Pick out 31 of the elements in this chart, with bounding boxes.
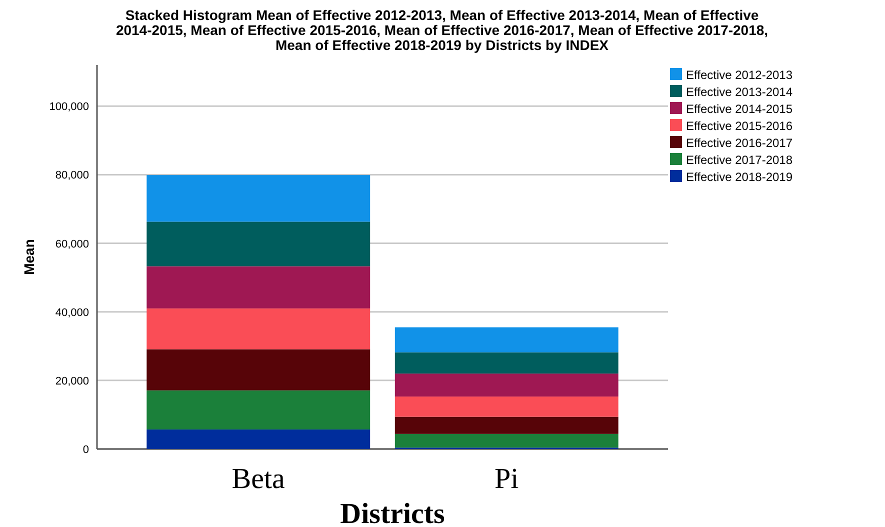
y-tick-label: 100,000 [49,101,89,114]
y-tick-label: 40,000 [55,306,89,319]
y-axis-title: Mean [21,239,37,275]
legend-label: Effective 2015-2016 [686,119,793,133]
bar [146,175,370,222]
legend-label: Effective 2014-2015 [686,102,793,116]
bar [146,308,370,350]
bar [394,327,618,352]
legend-label: Effective 2016-2017 [686,136,793,150]
bar [146,349,370,390]
bar [146,222,370,266]
legend-label: Effective 2017-2018 [686,153,793,167]
bar [394,374,618,397]
y-tick-label: 20,000 [55,375,89,388]
y-tick-label: 80,000 [55,170,89,182]
bar [394,416,618,434]
legend-label: Effective 2018-2019 [686,170,793,184]
x-axis-title: Districts [340,498,445,527]
chart-title: Stacked Histogram Mean of Effective 2012-2013, Mean of Effective 2013-2014, Mean of Effective 2014-2015, Mean of Effective 2015-2016, Mean of Effective 2016-2017, Mean of Effective 2017-2018, Mean of Effective 2018-2019 by Districts by INDEX [116,7,768,53]
x-tick-label: Pi [494,463,519,495]
bar [394,352,618,374]
legend-label: Effective 2012-2013 [686,68,793,82]
y-tick-label: 0 [82,444,89,456]
bar [146,429,370,449]
legend-label: Effective 2013-2014 [686,85,793,99]
y-tick-label: 60,000 [55,238,89,250]
bar [394,396,618,417]
bar [146,390,370,430]
bar [146,266,370,308]
bar [394,434,618,448]
x-tick-label: Beta [232,463,286,495]
